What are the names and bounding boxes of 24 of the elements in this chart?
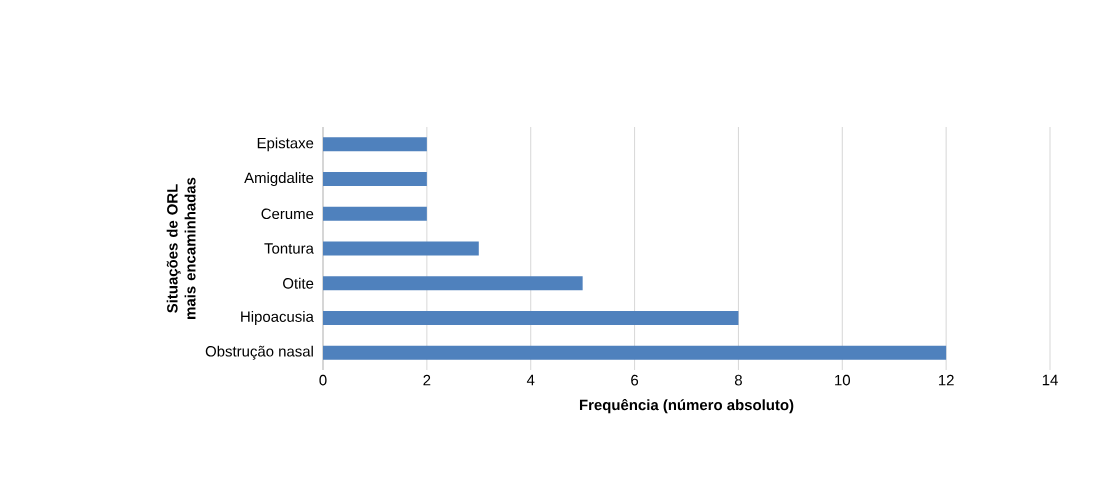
y-tick-label: Amigdalite [244, 172, 314, 187]
y-tick-label: Obstrução nasal [205, 345, 313, 360]
x-tick-label: 2 [423, 374, 431, 386]
bar [323, 276, 583, 291]
y-tick-label: Epistaxe [257, 137, 314, 152]
x-tick-label: 14 [1042, 374, 1058, 386]
bar [323, 137, 427, 152]
bar [323, 241, 479, 256]
y-tick-label: Tontura [264, 243, 314, 254]
bar [323, 172, 427, 187]
bar [323, 310, 739, 325]
x-axis-title: Frequência (número absoluto) [579, 398, 794, 414]
x-tick-label: 4 [526, 374, 535, 386]
x-tick-label: 12 [938, 374, 954, 386]
bar [323, 345, 947, 360]
x-tick-label: 6 [631, 374, 639, 386]
x-tick-label: 10 [835, 374, 851, 386]
bar [323, 206, 427, 221]
y-tick-label: Hipoacusia [241, 310, 314, 325]
y-tick-label: Otite [283, 277, 314, 289]
x-tick-label: 8 [734, 374, 742, 386]
x-tick-label: 0 [319, 374, 327, 386]
y-axis-title: Situações de ORL mais encaminhadas [166, 177, 196, 319]
y-tick-label: Cerume [261, 208, 314, 220]
